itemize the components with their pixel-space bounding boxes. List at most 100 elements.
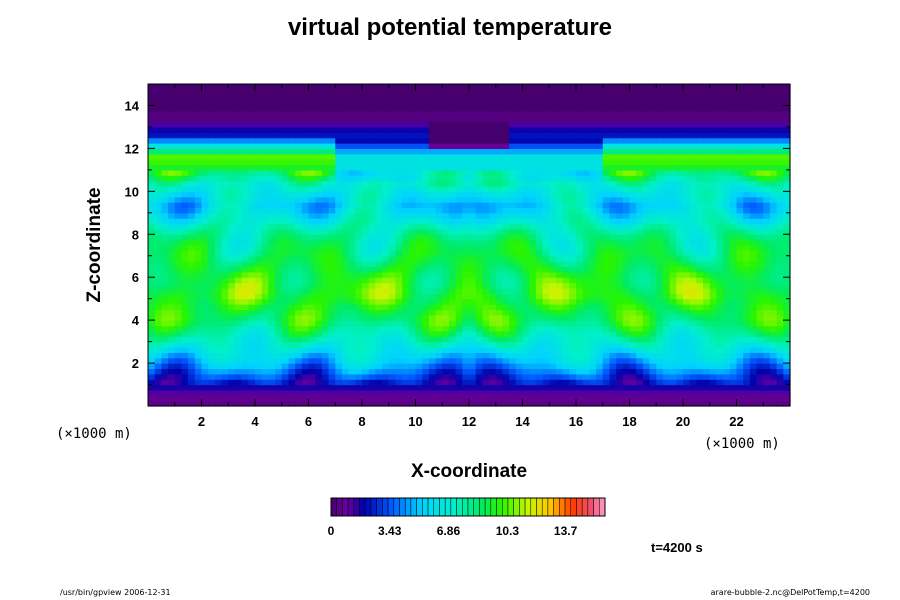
heatmap-cell xyxy=(168,153,176,160)
heatmap-cell xyxy=(709,218,718,225)
heatmap-cell xyxy=(148,255,156,262)
heatmap-cell xyxy=(743,389,751,396)
heatmap-cell xyxy=(435,330,443,337)
heatmap-cell xyxy=(703,379,711,386)
heatmap-cell xyxy=(335,261,343,268)
heatmap-cell xyxy=(148,132,156,139)
heatmap-cell xyxy=(362,379,370,386)
heatmap-cell xyxy=(542,132,550,139)
heatmap-cell xyxy=(629,234,637,241)
heatmap-cell xyxy=(295,266,303,273)
heatmap-cell xyxy=(208,191,216,198)
heatmap-cell xyxy=(234,379,243,386)
heatmap-cell xyxy=(348,287,356,294)
heatmap-cell xyxy=(649,384,657,391)
heatmap-cell xyxy=(669,212,677,219)
heatmap-cell xyxy=(348,309,356,316)
heatmap-cell xyxy=(649,389,657,396)
heatmap-cell xyxy=(288,202,296,209)
heatmap-cell xyxy=(616,341,624,348)
heatmap-cell xyxy=(428,287,437,294)
heatmap-cell xyxy=(576,320,584,327)
heatmap-cell xyxy=(362,352,370,359)
heatmap-cell xyxy=(609,379,617,386)
heatmap-cell xyxy=(716,266,724,273)
heatmap-cell xyxy=(368,304,376,310)
heatmap-cell xyxy=(589,271,597,278)
heatmap-cell xyxy=(509,223,517,230)
heatmap-cell xyxy=(168,330,176,337)
heatmap-cell xyxy=(388,185,397,192)
heatmap-cell xyxy=(696,282,704,289)
heatmap-cell xyxy=(475,169,483,176)
heatmap-cell xyxy=(569,282,577,289)
heatmap-cell xyxy=(442,234,450,241)
heatmap-cell xyxy=(435,159,443,166)
heatmap-cell xyxy=(161,395,169,402)
heatmap-cell xyxy=(662,212,671,219)
heatmap-cell xyxy=(509,363,517,370)
heatmap-cell xyxy=(288,336,296,343)
heatmap-cell xyxy=(221,261,229,268)
heatmap-cell xyxy=(535,277,544,284)
heatmap-cell xyxy=(214,159,223,166)
heatmap-cell xyxy=(616,180,624,187)
heatmap-cell xyxy=(448,373,457,380)
heatmap-cell xyxy=(562,368,570,375)
heatmap-cell xyxy=(388,191,397,198)
heatmap-cell xyxy=(248,336,256,343)
heatmap-cell xyxy=(649,271,657,278)
heatmap-cell xyxy=(174,384,183,391)
heatmap-cell xyxy=(341,180,350,187)
heatmap-cell xyxy=(375,255,383,262)
heatmap-cell xyxy=(783,255,791,262)
heatmap-cell xyxy=(662,389,671,396)
heatmap-cell xyxy=(743,266,751,273)
heatmap-cell xyxy=(763,330,771,337)
heatmap-cell xyxy=(736,330,744,337)
heatmap-cell xyxy=(315,207,323,214)
heatmap-cell xyxy=(636,250,644,257)
heatmap-cell xyxy=(415,196,423,203)
heatmap-cell xyxy=(776,336,784,343)
heatmap-cell xyxy=(168,266,176,273)
heatmap-cell xyxy=(669,261,677,268)
heatmap-cell xyxy=(228,245,236,251)
heatmap-cell xyxy=(749,207,758,214)
heatmap-cell xyxy=(756,239,764,246)
heatmap-cell xyxy=(275,185,283,192)
heatmap-cell xyxy=(201,143,209,149)
heatmap-cell xyxy=(362,191,370,198)
heatmap-cell xyxy=(656,357,664,364)
heatmap-cell xyxy=(248,271,256,278)
heatmap-cell xyxy=(395,185,403,192)
heatmap-cell xyxy=(362,325,370,332)
heatmap-cell xyxy=(683,325,691,332)
heatmap-cell xyxy=(362,185,370,192)
heatmap-cell xyxy=(642,169,651,176)
heatmap-cell xyxy=(589,185,597,192)
heatmap-cell xyxy=(656,266,664,273)
heatmap-cell xyxy=(301,239,310,246)
heatmap-cell xyxy=(515,185,524,192)
heatmap-cell xyxy=(529,143,537,149)
heatmap-cell xyxy=(415,282,423,289)
heatmap-cell xyxy=(549,357,557,364)
heatmap-cell xyxy=(622,400,631,407)
heatmap-cell xyxy=(335,304,343,310)
heatmap-cell xyxy=(268,336,276,343)
heatmap-cell xyxy=(736,368,744,375)
heatmap-cell xyxy=(355,320,363,327)
heatmap-cell xyxy=(622,175,631,182)
heatmap-cell xyxy=(328,336,336,343)
heatmap-cell xyxy=(589,191,597,198)
heatmap-cell xyxy=(448,234,457,241)
heatmap-cell xyxy=(689,384,697,391)
heatmap-cell xyxy=(448,202,457,209)
heatmap-cell xyxy=(716,175,724,182)
heatmap-cell xyxy=(602,271,611,278)
heatmap-cell xyxy=(602,293,611,300)
heatmap-cell xyxy=(555,314,564,321)
heatmap-cell xyxy=(689,196,697,203)
heatmap-cell xyxy=(335,325,343,332)
